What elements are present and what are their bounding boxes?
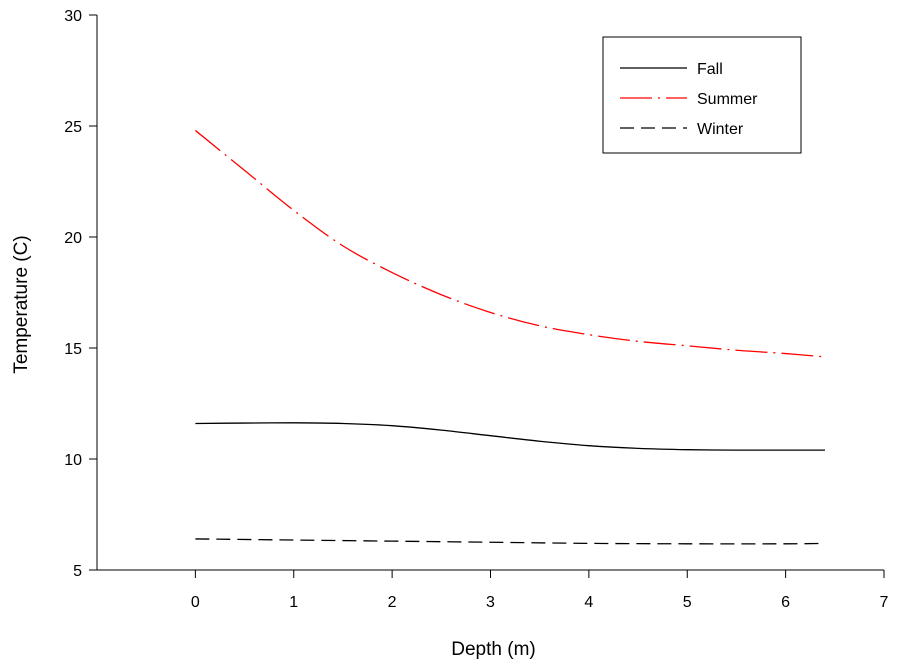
x-tick-label: 2 — [388, 594, 397, 611]
legend: Fall Summer Winter — [602, 36, 802, 154]
series-line-winter — [195, 538, 825, 545]
x-tick-label: 4 — [584, 594, 593, 611]
x-tick-label: 1 — [289, 594, 298, 611]
x-tick-label: 0 — [191, 594, 200, 611]
legend-items: Fall Summer Winter — [620, 61, 758, 138]
y-tick-label: 5 — [73, 563, 82, 580]
legend-label-winter: Winter — [697, 121, 744, 138]
y-tick-label: 15 — [64, 341, 82, 358]
y-axis-title: Temperature (C) — [11, 235, 32, 373]
y-tick-label: 20 — [64, 230, 82, 247]
axes: 0 1 2 3 4 5 6 7 5 10 15 20 25 30 — [64, 8, 888, 611]
legend-box — [602, 36, 802, 154]
legend-label-summer: Summer — [697, 91, 758, 108]
x-tick-label: 3 — [486, 594, 495, 611]
y-tick-label: 30 — [64, 8, 82, 25]
y-tick-label: 10 — [64, 452, 82, 469]
x-tick-label: 7 — [880, 594, 889, 611]
legend-label-fall: Fall — [697, 61, 723, 78]
x-tick-label: 5 — [683, 594, 692, 611]
series-line-summer — [194, 129, 826, 358]
series-layer — [194, 129, 826, 545]
y-ticks: 5 10 15 20 25 30 — [64, 8, 97, 580]
x-ticks: 0 1 2 3 4 5 6 7 — [191, 570, 889, 611]
x-tick-label: 6 — [781, 594, 790, 611]
x-axis-title: Depth (m) — [451, 639, 535, 660]
series-line-fall — [195, 422, 825, 451]
y-tick-label: 25 — [64, 119, 82, 136]
